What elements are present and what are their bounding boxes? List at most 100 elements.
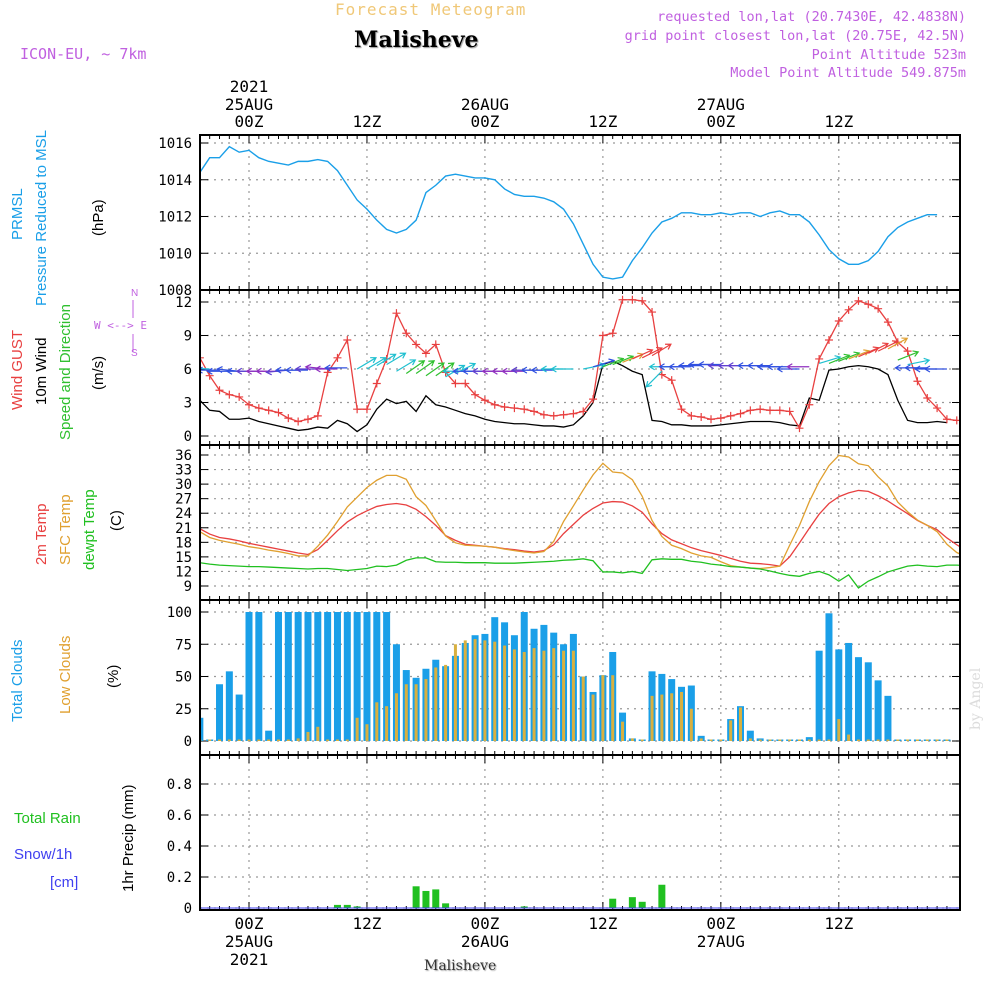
chart-subtitle: Forecast Meteogram <box>335 0 527 19</box>
gust-marker <box>736 409 745 418</box>
top-time-label: 12Z <box>353 112 382 131</box>
gust-marker <box>412 340 421 349</box>
gust-marker <box>343 335 352 344</box>
total-cloud-bar <box>383 612 391 741</box>
total-cloud-bar <box>874 680 882 741</box>
panel-border-4 <box>199 754 961 911</box>
low-cloud-bar <box>365 724 369 741</box>
total-cloud-bar <box>216 684 224 741</box>
wind-direction-arrow <box>356 357 377 370</box>
clouds-total-label: Total Clouds <box>9 639 26 722</box>
low-cloud-bar <box>876 739 880 741</box>
total-cloud-bar <box>363 612 371 741</box>
rain-bar <box>432 889 440 908</box>
low-cloud-bar <box>591 694 595 741</box>
gust-marker <box>834 316 843 325</box>
low-cloud-bar <box>444 664 448 741</box>
top-time-label: 12Z <box>588 112 617 131</box>
low-cloud-bar <box>807 739 811 741</box>
compass-ew: W <--> E <box>94 319 147 332</box>
wind-direction-arrow <box>838 351 861 362</box>
wind-direction-arrow <box>455 362 477 375</box>
temp-dewpt-line <box>201 557 959 589</box>
wind-direction-arrow <box>828 353 851 364</box>
low-cloud-bar <box>503 645 507 741</box>
bottom-time-label: 2021 <box>230 950 269 969</box>
bottom-time-label: 00Z <box>235 914 264 933</box>
gust-marker <box>765 406 774 415</box>
low-cloud-bar <box>552 648 556 741</box>
low-cloud-bar <box>493 641 497 741</box>
gust-marker <box>510 404 519 413</box>
y-tick-label: 3 <box>184 396 192 412</box>
low-cloud-bar <box>316 726 320 741</box>
gust-marker <box>942 415 951 424</box>
top-time-label: 00Z <box>470 112 499 131</box>
compass-n: N <box>131 288 139 299</box>
total-cloud-bar <box>815 650 823 741</box>
top-time-label: 00Z <box>235 112 264 131</box>
gust-marker <box>952 416 959 425</box>
low-cloud-bar <box>886 739 890 741</box>
gust-marker <box>864 300 873 309</box>
pressure-title2: Pressure Reduced to MSL <box>33 130 50 306</box>
gust-marker <box>254 404 263 413</box>
y-tick-label: 1014 <box>158 173 192 189</box>
y-tick-label: 1010 <box>158 246 192 262</box>
total-cloud-bar <box>343 612 351 741</box>
requested-coords: requested lon,lat (20.7430E, 42.4838N) <box>657 9 966 25</box>
gust-marker <box>559 410 568 419</box>
total-cloud-bar <box>314 612 322 741</box>
low-cloud-bar <box>326 739 330 741</box>
low-cloud-bar <box>630 738 634 741</box>
y-tick-label: 0 <box>184 734 192 750</box>
wind-direction-arrow <box>294 365 318 373</box>
low-cloud-bar <box>512 649 516 741</box>
wind-speed-line <box>201 360 948 433</box>
y-tick-label: 24 <box>175 506 192 522</box>
low-cloud-bar <box>562 650 566 741</box>
total-cloud-bar <box>884 695 892 741</box>
low-cloud-bar <box>680 691 684 741</box>
low-cloud-bar <box>453 644 457 741</box>
rain-bar <box>412 886 420 908</box>
bottom-time-label: 12Z <box>824 914 853 933</box>
top-time-label: 00Z <box>706 112 735 131</box>
total-cloud-bar <box>225 671 233 741</box>
gust-marker <box>677 405 686 414</box>
low-cloud-bar <box>532 648 536 741</box>
wind-direction-arrow <box>897 350 920 361</box>
y-tick-label: 27 <box>175 492 192 508</box>
low-cloud-bar <box>945 739 949 741</box>
top-time-label: 12Z <box>824 112 853 131</box>
low-cloud-bar <box>856 739 860 741</box>
gust-marker <box>608 329 617 338</box>
low-cloud-bar <box>925 739 929 741</box>
low-cloud-bar <box>837 719 841 741</box>
total-cloud-bar <box>854 657 862 741</box>
gust-marker <box>235 392 244 401</box>
y-tick-label: 1012 <box>158 210 192 226</box>
chart-title: Malisheve <box>354 27 479 53</box>
y-tick-label: 0.8 <box>167 777 192 793</box>
gust-marker <box>392 309 401 318</box>
gust-marker <box>569 409 578 418</box>
wind-direction-arrow <box>651 343 672 357</box>
clouds-unit: (%) <box>105 664 122 688</box>
pressure-plot <box>201 145 938 280</box>
gust-marker <box>539 410 548 419</box>
total-cloud-bar <box>353 612 361 741</box>
gust-marker <box>589 395 598 404</box>
low-cloud-bar <box>335 739 339 741</box>
panel-grid-2 <box>201 446 959 599</box>
temp-sfc-label: SFC Temp <box>57 494 74 565</box>
low-cloud-bar <box>906 739 910 741</box>
y-tick-label: 100 <box>167 605 192 621</box>
y-tick-label: 21 <box>175 521 192 537</box>
wind-direction-arrow <box>887 337 909 350</box>
wind-direction-arrow <box>766 363 790 371</box>
y-tick-label: 18 <box>175 535 192 551</box>
low-cloud-bar <box>935 739 939 741</box>
top-year-label: 2021 <box>230 77 269 96</box>
panel-border-0 <box>199 134 961 291</box>
